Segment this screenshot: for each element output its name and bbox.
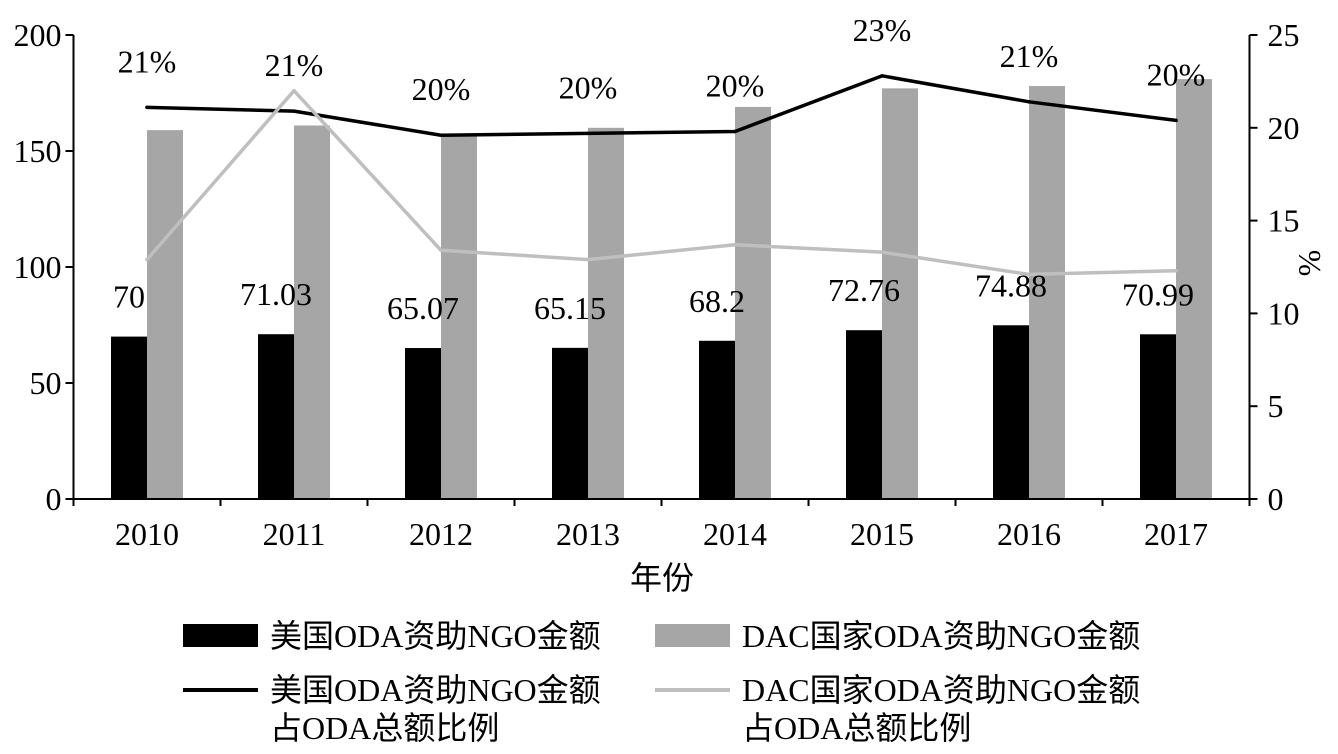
point-us-ngo-share-2014 xyxy=(733,129,737,134)
x-axis-tick-label: 2012 xyxy=(409,516,473,552)
data-label-us-ngo-share-2016: 21% xyxy=(1000,38,1059,74)
left-axis-tick-label: 200 xyxy=(14,17,62,53)
bar-us-ngo-amount-2012 xyxy=(405,348,441,499)
x-axis-title: 年份 xyxy=(630,560,694,596)
x-axis-tick-label: 2015 xyxy=(850,516,914,552)
x-axis-tick-label: 2013 xyxy=(556,516,620,552)
bar-us-ngo-amount-2016 xyxy=(993,325,1029,499)
bar-us-ngo-amount-2017 xyxy=(1140,334,1176,499)
legend-label-dac-ngo-share: DAC国家ODA资助NGO金额 占ODA总额比例 xyxy=(742,672,1141,746)
axes-layer: 0 50 100 150 200 0 5 10 15 20 25 2010 2011 2012 2013 20… xyxy=(14,17,1300,552)
data-label-us-ngo-amount-2010: 70 xyxy=(113,279,145,315)
bar-dac-ngo-amount-2013 xyxy=(588,127,624,500)
bar-dac-ngo-amount-2014 xyxy=(735,106,771,500)
point-dac-ngo-share-2012 xyxy=(439,248,443,253)
x-axis-tick-label: 2016 xyxy=(997,516,1061,552)
point-dac-ngo-share-2016 xyxy=(1027,272,1031,277)
lines-layer xyxy=(145,74,1178,277)
right-axis-tick-label: 20 xyxy=(1268,110,1300,146)
point-dac-ngo-share-2015 xyxy=(880,250,884,254)
bars-layer xyxy=(111,79,1212,500)
data-label-us-ngo-share-2017: 20% xyxy=(1147,56,1206,92)
bar-dac-ngo-amount-2017 xyxy=(1176,79,1212,499)
legend-label-us-ngo-share: 美国ODA资助NGO金额 占ODA总额比例 xyxy=(270,672,601,746)
legend-label-us-ngo-amount: 美国ODA资助NGO金额 xyxy=(270,618,601,654)
bar-dac-ngo-amount-2015 xyxy=(882,88,918,500)
point-us-ngo-share-2016 xyxy=(1027,100,1031,104)
legend-swatch-dac-ngo-share xyxy=(655,688,730,692)
point-dac-ngo-share-2013 xyxy=(586,257,590,262)
left-axis-tick-label: 50 xyxy=(30,365,62,401)
point-us-ngo-share-2013 xyxy=(586,131,590,136)
bar-us-ngo-amount-2013 xyxy=(552,347,588,499)
right-axis-tick-label: 5 xyxy=(1268,388,1284,424)
data-labels-layer: 70 71.03 65.07 65.15 68.2 72.76 74.88 70.99 21% 2… xyxy=(113,12,1205,326)
left-axis-tick-label: 100 xyxy=(14,249,62,285)
point-us-ngo-share-2010 xyxy=(145,105,149,110)
left-axis-tick-label: 150 xyxy=(14,133,62,169)
data-label-us-ngo-amount-2013: 65.15 xyxy=(534,290,606,326)
point-us-ngo-share-2011 xyxy=(292,109,296,113)
point-dac-ngo-share-2010 xyxy=(145,257,149,262)
bar-dac-ngo-amount-2016 xyxy=(1029,86,1065,499)
data-label-us-ngo-share-2011: 21% xyxy=(265,47,324,83)
legend-item-dac-ngo-amount: DAC国家ODA资助NGO金额 xyxy=(655,617,1140,655)
data-label-us-ngo-amount-2015: 72.76 xyxy=(828,272,900,308)
bar-dac-ngo-amount-2011 xyxy=(294,125,330,499)
data-label-us-ngo-share-2013: 20% xyxy=(559,69,618,105)
data-label-us-ngo-share-2012: 20% xyxy=(412,71,471,107)
right-axis-tick-label: 0 xyxy=(1268,481,1284,517)
point-dac-ngo-share-2017 xyxy=(1174,268,1178,273)
legend-swatch-us-ngo-amount xyxy=(183,624,258,647)
bar-us-ngo-amount-2011 xyxy=(258,334,294,499)
right-axis-title: % xyxy=(1291,250,1327,277)
x-axis-tick-label: 2014 xyxy=(703,516,767,552)
point-dac-ngo-share-2011 xyxy=(292,88,296,93)
line-dac-ngo-share xyxy=(145,88,1178,277)
bar-dac-ngo-amount-2012 xyxy=(441,134,477,499)
point-us-ngo-share-2017 xyxy=(1174,118,1178,123)
data-label-us-ngo-amount-2012: 65.07 xyxy=(387,290,459,326)
data-label-us-ngo-share-2014: 20% xyxy=(706,68,765,104)
right-axis-tick-label: 15 xyxy=(1268,203,1300,239)
legend-item-us-ngo-amount: 美国ODA资助NGO金额 xyxy=(183,617,601,655)
legend-item-dac-ngo-share: DAC国家ODA资助NGO金额 占ODA总额比例 xyxy=(655,671,1140,747)
x-axis-tick-label: 2010 xyxy=(115,516,179,552)
legend-label-dac-ngo-amount: DAC国家ODA资助NGO金额 xyxy=(742,618,1141,654)
left-axis-tick-label: 0 xyxy=(46,481,62,517)
x-axis-tick-label: 2017 xyxy=(1144,516,1208,552)
x-axis-tick-label: 2011 xyxy=(263,516,326,552)
legend-item-us-ngo-share: 美国ODA资助NGO金额 占ODA总额比例 xyxy=(183,671,601,747)
point-us-ngo-share-2015 xyxy=(880,74,884,78)
bar-us-ngo-amount-2014 xyxy=(699,340,735,499)
point-us-ngo-share-2012 xyxy=(439,133,443,137)
right-axis-tick-label: 25 xyxy=(1268,17,1300,53)
data-label-us-ngo-share-2015: 23% xyxy=(853,12,912,48)
data-label-us-ngo-amount-2014: 68.2 xyxy=(689,283,745,319)
data-label-us-ngo-amount-2017: 70.99 xyxy=(1122,276,1194,312)
legend-swatch-us-ngo-share xyxy=(183,688,258,692)
data-label-us-ngo-share-2010: 21% xyxy=(118,43,177,79)
bar-us-ngo-amount-2015 xyxy=(846,330,882,499)
bar-dac-ngo-amount-2010 xyxy=(147,130,183,499)
data-label-us-ngo-amount-2016: 74.88 xyxy=(975,267,1047,303)
bar-us-ngo-amount-2010 xyxy=(111,336,147,499)
data-label-us-ngo-amount-2011: 71.03 xyxy=(240,276,312,312)
legend-swatch-dac-ngo-amount xyxy=(655,624,730,647)
point-dac-ngo-share-2014 xyxy=(733,242,737,247)
right-axis-tick-label: 10 xyxy=(1268,295,1300,331)
